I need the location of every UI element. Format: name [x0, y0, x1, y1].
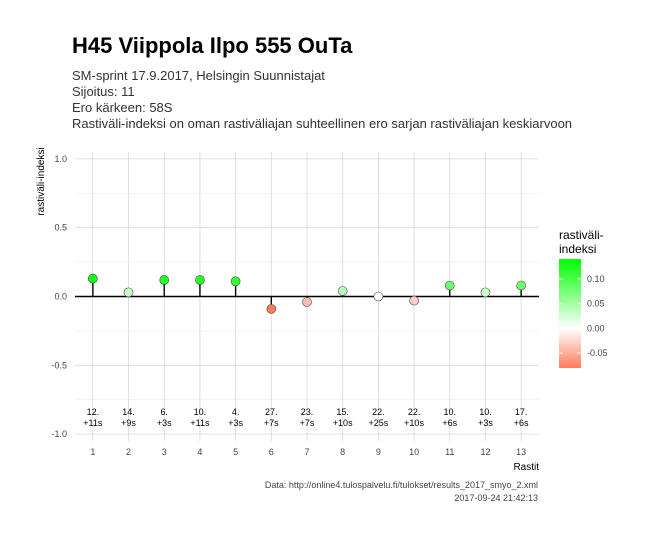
data-point	[409, 295, 419, 306]
x-tick-label: 3	[162, 447, 167, 457]
data-point	[444, 280, 455, 291]
data-label-time: +3s	[228, 418, 243, 428]
data-label-rank: 22.	[372, 407, 385, 417]
y-tick-label: -1.0	[51, 429, 67, 439]
data-point	[266, 304, 277, 314]
data-label-time: +3s	[478, 418, 493, 428]
data-label-rank: 12.	[87, 407, 100, 417]
data-label-rank: 22.	[408, 407, 421, 417]
data-point	[159, 275, 170, 285]
x-tick-label: 8	[340, 447, 345, 457]
data-label-rank: 10.	[444, 407, 457, 417]
data-label-rank: 17.	[515, 407, 528, 417]
subtitle-line-4: Rastiväli-indeksi on oman rastiväliajan …	[72, 116, 573, 131]
data-point	[480, 287, 491, 298]
x-axis-label: Rastit	[513, 462, 539, 473]
subtitle-line-1: SM-sprint 17.9.2017, Helsingin Suunnista…	[72, 68, 325, 83]
legend-title-line-2: indeksi	[559, 242, 596, 256]
x-tick-label: 1	[90, 447, 95, 457]
legend-tick-label: 0.10	[587, 274, 605, 284]
data-label-rank: 15.	[336, 407, 349, 417]
data-point	[337, 286, 348, 296]
data-point	[230, 276, 241, 287]
data-label-time: +10s	[404, 418, 424, 428]
data-label-time: +11s	[83, 418, 103, 428]
data-point	[516, 280, 526, 291]
data-label-time: +7s	[300, 418, 315, 428]
x-tick-label: 2	[126, 447, 131, 457]
x-tick-label: 9	[376, 447, 381, 457]
data-label-rank: 23.	[301, 407, 314, 417]
data-label-time: +9s	[121, 418, 136, 428]
data-label-time: +11s	[190, 418, 210, 428]
data-label-time: +3s	[157, 418, 172, 428]
data-label-rank: 4.	[232, 407, 240, 417]
data-label-rank: 10.	[194, 407, 207, 417]
y-tick-label: 0.5	[54, 223, 67, 233]
legend-tick-label: -0.05	[587, 348, 608, 358]
data-label-rank: 6.	[160, 407, 168, 417]
data-label-time: +6s	[514, 418, 529, 428]
x-tick-label: 13	[516, 447, 526, 457]
x-tick-label: 4	[197, 447, 202, 457]
x-tick-label: 7	[304, 447, 309, 457]
data-point	[195, 275, 205, 285]
y-tick-label: 1.0	[54, 154, 67, 164]
legend-colorbar	[559, 259, 581, 368]
data-label-time: +10s	[333, 418, 353, 428]
legend-tick-label: 0.00	[587, 323, 605, 333]
x-tick-label: 6	[269, 447, 274, 457]
data-label-rank: 14.	[122, 407, 135, 417]
data-label-time: +6s	[442, 418, 457, 428]
data-point	[123, 287, 134, 298]
x-tick-label: 12	[480, 447, 490, 457]
data-source-caption: Data: http://online4.tulospalvelu.fi/tul…	[264, 480, 538, 490]
y-tick-label: 0.0	[54, 292, 67, 302]
y-axis-label: rastiväli-indeksi	[36, 147, 47, 215]
data-label-time: +7s	[264, 418, 279, 428]
legend-tick-label: 0.05	[587, 299, 605, 309]
data-point	[373, 291, 384, 302]
data-label-rank: 27.	[265, 407, 278, 417]
data-label-rank: 10.	[479, 407, 492, 417]
subtitle-line-3: Ero kärkeen: 58S	[72, 100, 173, 115]
subtitle-line-2: Sijoitus: 11	[72, 84, 135, 99]
data-point	[88, 273, 98, 284]
data-label-time: +25s	[368, 418, 388, 428]
data-point	[302, 297, 312, 307]
timestamp-caption: 2017-09-24 21:42:13	[454, 493, 538, 503]
legend-title-line-1: rastiväli-	[559, 228, 604, 242]
x-tick-label: 11	[445, 447, 454, 457]
y-tick-label: -0.5	[51, 360, 67, 370]
x-tick-label: 5	[233, 447, 238, 457]
chart-title: H45 Viippola Ilpo 555 OuTa	[72, 33, 353, 58]
x-tick-label: 10	[409, 447, 419, 457]
